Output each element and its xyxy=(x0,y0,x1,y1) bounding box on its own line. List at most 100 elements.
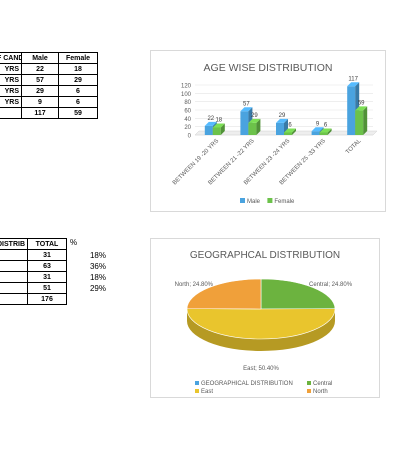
table-cell: 29 xyxy=(21,85,59,97)
table-cell xyxy=(0,282,28,294)
table-cell: 57 xyxy=(21,74,59,86)
age-distribution-table: F CANDI Male Female YRS 22 18 YRS 57 29 … xyxy=(0,52,98,119)
legend-swatch xyxy=(307,389,311,393)
table-cell: YRS xyxy=(0,63,22,75)
pie-data-label: North; 24.80% xyxy=(175,282,214,288)
bar-male xyxy=(240,111,249,135)
table-cell xyxy=(0,271,28,283)
legend-swatch xyxy=(240,198,245,203)
table-cell: 9 xyxy=(21,96,59,108)
table-row: YRS 57 29 xyxy=(0,74,98,86)
bar-top xyxy=(311,127,324,132)
bar-female xyxy=(248,122,257,135)
bar-top xyxy=(355,106,368,111)
table-cell xyxy=(0,249,28,261)
table-row: 31 xyxy=(0,249,67,261)
legend-swatch xyxy=(195,381,199,385)
bar-female xyxy=(284,132,292,135)
table-cell: YRS xyxy=(0,85,22,97)
table-cell xyxy=(0,260,28,272)
table-cell: 31 xyxy=(27,249,67,261)
pie-data-label: East; 50.40% xyxy=(243,366,279,372)
bar-female xyxy=(212,127,221,135)
bar-side xyxy=(220,123,225,135)
legend-label: Central xyxy=(313,381,332,387)
legend-label: East xyxy=(201,389,213,395)
table-cell: 22 xyxy=(21,63,59,75)
bar-side xyxy=(292,128,296,135)
chart-title: GEOGRAPHCAL DISTRIBUTION xyxy=(190,250,340,261)
bar-female xyxy=(355,110,364,135)
pie-slice-north xyxy=(186,278,262,310)
bar-top xyxy=(284,128,296,133)
y-tick-label: 60 xyxy=(184,109,191,115)
table-header-cell: TOTAL xyxy=(27,238,67,250)
table-cell: 59 xyxy=(58,107,98,119)
percent-cell: 18% xyxy=(89,273,106,282)
table-header-cell: DISTRIB xyxy=(0,238,28,250)
table-cell: 29 xyxy=(58,74,98,86)
table-cell: 31 xyxy=(27,271,67,283)
data-label: 22 xyxy=(207,116,214,122)
bar-side xyxy=(256,118,261,135)
legend-label: Female xyxy=(274,199,295,205)
data-label: 6 xyxy=(288,123,292,129)
table-cell xyxy=(0,293,28,305)
age-distribution-chart: AGE WISE DISTRIBUTION 0 20 40 60 80 100 120 22 1… xyxy=(150,50,386,212)
geo-distribution-chart: GEOGRAPHCAL DISTRIBUTION Central; 24.80%… xyxy=(150,238,380,398)
legend-label: North xyxy=(313,389,328,395)
bar-male xyxy=(311,131,320,135)
data-label: 57 xyxy=(243,101,250,107)
bar-top xyxy=(248,118,261,123)
data-label: 29 xyxy=(279,113,286,119)
table-cell: 18 xyxy=(58,63,98,75)
y-tick-label: 120 xyxy=(181,84,192,90)
bar-male xyxy=(204,125,213,135)
bar-female xyxy=(319,132,328,135)
data-label: 9 xyxy=(316,121,320,127)
bar-side xyxy=(363,106,368,135)
y-tick-label: 40 xyxy=(184,117,191,123)
table-row: 31 xyxy=(0,271,67,283)
percent-cell: 29% xyxy=(89,284,106,293)
data-label: 29 xyxy=(251,113,258,119)
data-label: 6 xyxy=(324,123,328,129)
data-label: 59 xyxy=(358,100,365,106)
percent-cell: 18% xyxy=(89,251,106,260)
table-cell: 6 xyxy=(58,96,98,108)
bar-top xyxy=(319,128,332,133)
pie-slice-central xyxy=(260,278,336,310)
table-cell: YRS xyxy=(0,74,22,86)
bar-top xyxy=(240,107,253,112)
pie-data-label: Central; 24.80% xyxy=(309,282,353,288)
table-row: 176 xyxy=(0,293,67,305)
legend-swatch xyxy=(195,389,199,393)
y-tick-label: 80 xyxy=(184,100,191,106)
y-tick-label: 100 xyxy=(181,92,192,98)
percent-header: % xyxy=(70,238,78,247)
table-cell: YRS xyxy=(0,96,22,108)
table-header-cell: F CANDI xyxy=(0,52,22,64)
table-cell: 6 xyxy=(58,85,98,97)
geo-chart-svg: GEOGRAPHCAL DISTRIBUTION Central; 24.80%… xyxy=(175,250,353,395)
bar-top xyxy=(204,121,217,126)
legend-swatch xyxy=(267,198,273,203)
data-label: 117 xyxy=(348,76,358,82)
geo-distribution-table: DISTRIB TOTAL 31 63 31 51 176 xyxy=(0,238,67,305)
table-row: 51 xyxy=(0,282,67,294)
legend-label: Male xyxy=(247,199,261,205)
legend-swatch xyxy=(307,381,311,385)
table-header-row: F CANDI Male Female xyxy=(0,52,98,64)
bar-side xyxy=(327,128,332,135)
table-cell xyxy=(0,107,22,119)
bar-top xyxy=(276,118,288,123)
table-header-row: DISTRIB TOTAL xyxy=(0,238,67,250)
table-cell: 117 xyxy=(21,107,59,119)
bar-top xyxy=(212,123,225,128)
y-tick-label: 20 xyxy=(184,125,191,131)
bar-top xyxy=(347,82,360,87)
table-cell: 51 xyxy=(27,282,67,294)
table-cell: 176 xyxy=(27,293,67,305)
table-row: YRS 22 18 xyxy=(0,63,98,75)
